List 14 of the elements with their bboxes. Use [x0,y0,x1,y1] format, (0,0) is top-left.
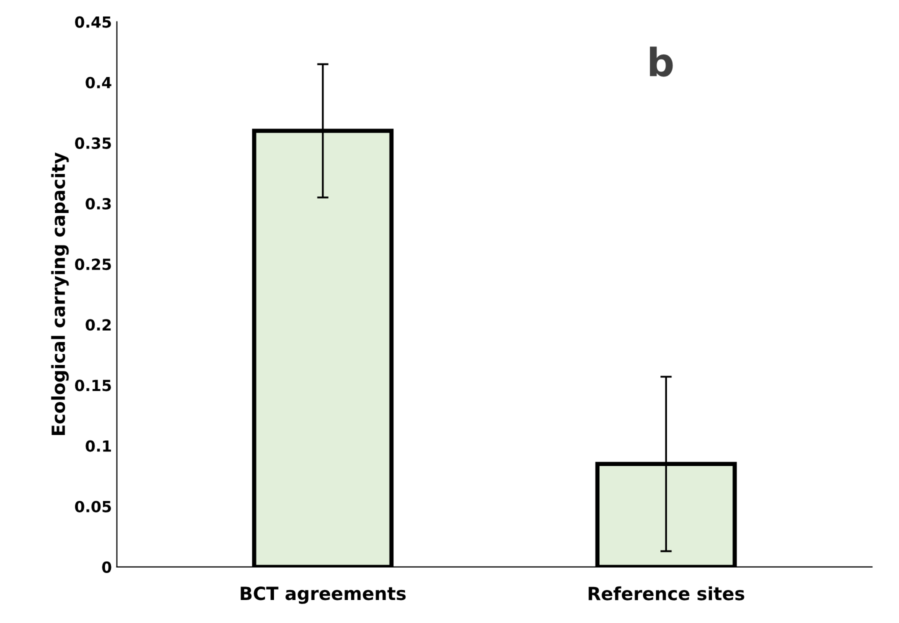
y-tick-label: 0.35 [75,137,111,149]
y-tick-label: 0.25 [75,258,111,270]
y-tick-label: 0.45 [75,16,111,28]
x-tick-label: Reference sites [588,586,744,600]
y-tick-label: 0.15 [75,380,111,392]
annotation: b [650,46,673,77]
y-tick-label: 0 [102,561,112,573]
y-tick-label: 0.05 [75,500,111,512]
x-tick-label: BCT agreements [240,586,406,604]
y-tick-label: 0.4 [86,76,112,88]
y-tick-label: 0.2 [86,319,111,331]
y-tick-label: 0.1 [86,440,111,452]
y-axis-title: Ecological carrying capacity [51,152,69,435]
y-tick-label: 0.3 [86,198,111,210]
